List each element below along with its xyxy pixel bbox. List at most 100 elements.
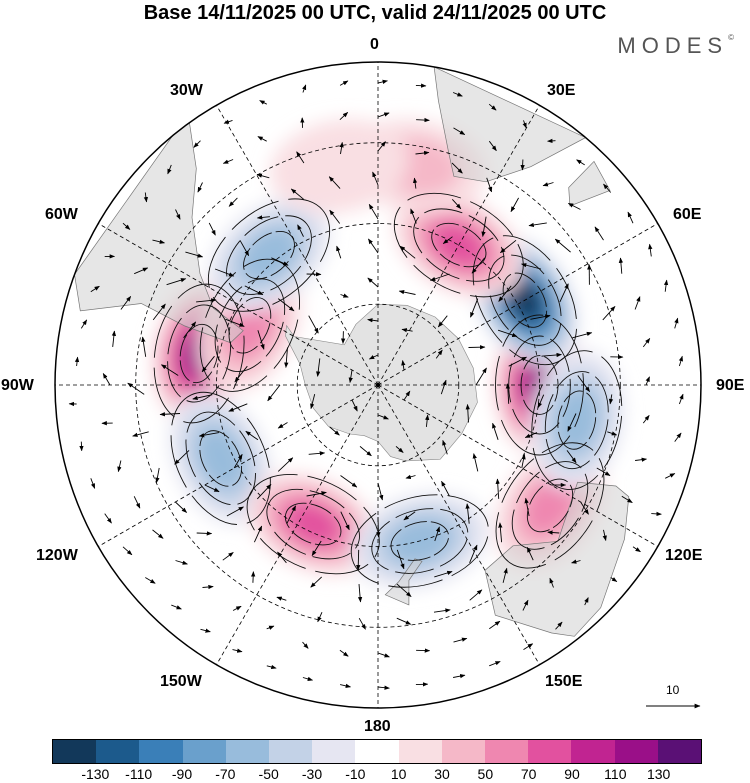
- wind-vector: [377, 685, 390, 690]
- colorbar-swatch: [528, 740, 572, 763]
- wind-vector: [175, 560, 188, 565]
- wind-vector: [584, 597, 589, 606]
- wind-vector: [403, 390, 411, 401]
- wind-vector: [222, 552, 234, 561]
- wind-vector: [159, 412, 181, 417]
- australia: [484, 481, 630, 637]
- wind-vector: [233, 453, 243, 469]
- wind-vector: [117, 460, 122, 473]
- wind-vector: [339, 80, 349, 86]
- wind-vector: [368, 354, 379, 360]
- wind-vector: [208, 222, 216, 236]
- wind-vector: [132, 431, 149, 437]
- colorbar-tick-label: -10: [345, 766, 366, 782]
- wind-vector: [377, 79, 388, 85]
- wind-vector: [580, 501, 589, 515]
- wind-vector: [290, 188, 304, 200]
- wind-vector: [232, 605, 242, 611]
- wind-vector: [145, 577, 156, 584]
- wind-vector: [488, 103, 497, 111]
- wind-vector: [520, 159, 525, 171]
- wind-vector: [465, 503, 470, 524]
- streamline: [511, 461, 589, 550]
- wind-vector: [328, 176, 341, 189]
- wind-vector: [127, 382, 145, 395]
- wind-vector: [302, 641, 309, 649]
- colorbar-swatch: [441, 740, 486, 763]
- wind-vector: [396, 583, 412, 597]
- streamline: [243, 231, 295, 280]
- wind-vector: [395, 446, 404, 453]
- lon-label-30w: 30W: [170, 82, 203, 99]
- streamline: [350, 494, 489, 588]
- colorbar-swatch: [614, 740, 658, 763]
- wind-vector: [185, 251, 204, 258]
- wind-vector: [223, 119, 233, 124]
- wind-vector: [451, 198, 462, 210]
- wind-vector: [435, 349, 443, 359]
- wind-vector: [594, 226, 604, 241]
- wind-vector: [257, 136, 267, 142]
- wind-vector: [663, 279, 669, 292]
- wind-vector: [549, 577, 554, 588]
- wind-vector: [152, 239, 166, 244]
- wind-vector: [635, 457, 648, 462]
- wind-vector: [193, 140, 201, 148]
- wind-vector: [175, 501, 187, 513]
- wind-vector: [401, 359, 406, 371]
- wind-vector: [497, 329, 518, 338]
- wind-vector: [522, 120, 527, 129]
- wind-vector: [226, 506, 244, 517]
- wind-vector: [198, 432, 220, 438]
- wind-vector: [627, 211, 634, 224]
- wind-vector: [256, 484, 272, 500]
- wind-vector: [405, 474, 416, 479]
- wind-vector: [339, 112, 349, 121]
- wind-vector: [74, 356, 80, 367]
- lon-label-60w: 60W: [45, 206, 78, 223]
- wind-vector: [377, 141, 386, 152]
- streamline: [246, 473, 380, 575]
- wind-vector: [621, 495, 633, 503]
- streamline: [185, 411, 256, 506]
- wind-vector: [120, 295, 132, 310]
- lon-label-150e: 150E: [545, 673, 583, 690]
- wind-vector: [155, 467, 160, 484]
- wind-vector: [256, 173, 270, 179]
- wind-vector: [555, 621, 563, 630]
- wind-vector: [429, 273, 450, 281]
- wind-vector: [416, 117, 430, 123]
- wind-vector: [495, 478, 500, 499]
- wind-vector: [308, 451, 326, 456]
- vector-scale-label: 10: [666, 683, 680, 697]
- wind-vector: [340, 683, 352, 688]
- wind-vector: [251, 571, 256, 583]
- wind-vector: [634, 296, 641, 310]
- lon-label-0: 0: [370, 36, 379, 53]
- wind-vector: [434, 526, 440, 542]
- wind-vector: [267, 384, 281, 402]
- lon-label-150w: 150W: [160, 673, 202, 690]
- south-pole-marker: [376, 383, 380, 387]
- wind-vector: [160, 364, 179, 376]
- colorbar-swatch: [225, 740, 270, 763]
- wind-vector: [122, 546, 133, 556]
- colorbar-tick-label: 50: [477, 766, 494, 782]
- map-boundary: [54, 61, 702, 709]
- circulation-streamlines: [153, 192, 623, 588]
- wind-vector: [316, 358, 321, 377]
- streamline: [228, 297, 272, 354]
- wind-vector: [175, 209, 181, 220]
- colorbar-tick-label: 70: [520, 766, 537, 782]
- wind-vector: [664, 473, 676, 479]
- wind-vector: [410, 208, 417, 224]
- wind-vector: [286, 505, 297, 524]
- wind-vector: [596, 467, 611, 476]
- meridian-line: [377, 105, 540, 386]
- wind-vector: [471, 257, 486, 274]
- wind-vector: [368, 238, 379, 254]
- wind-vector: [201, 355, 215, 373]
- colorbar-tick-label: 90: [564, 766, 580, 782]
- wind-vector: [505, 383, 511, 404]
- wind-vector: [547, 530, 560, 535]
